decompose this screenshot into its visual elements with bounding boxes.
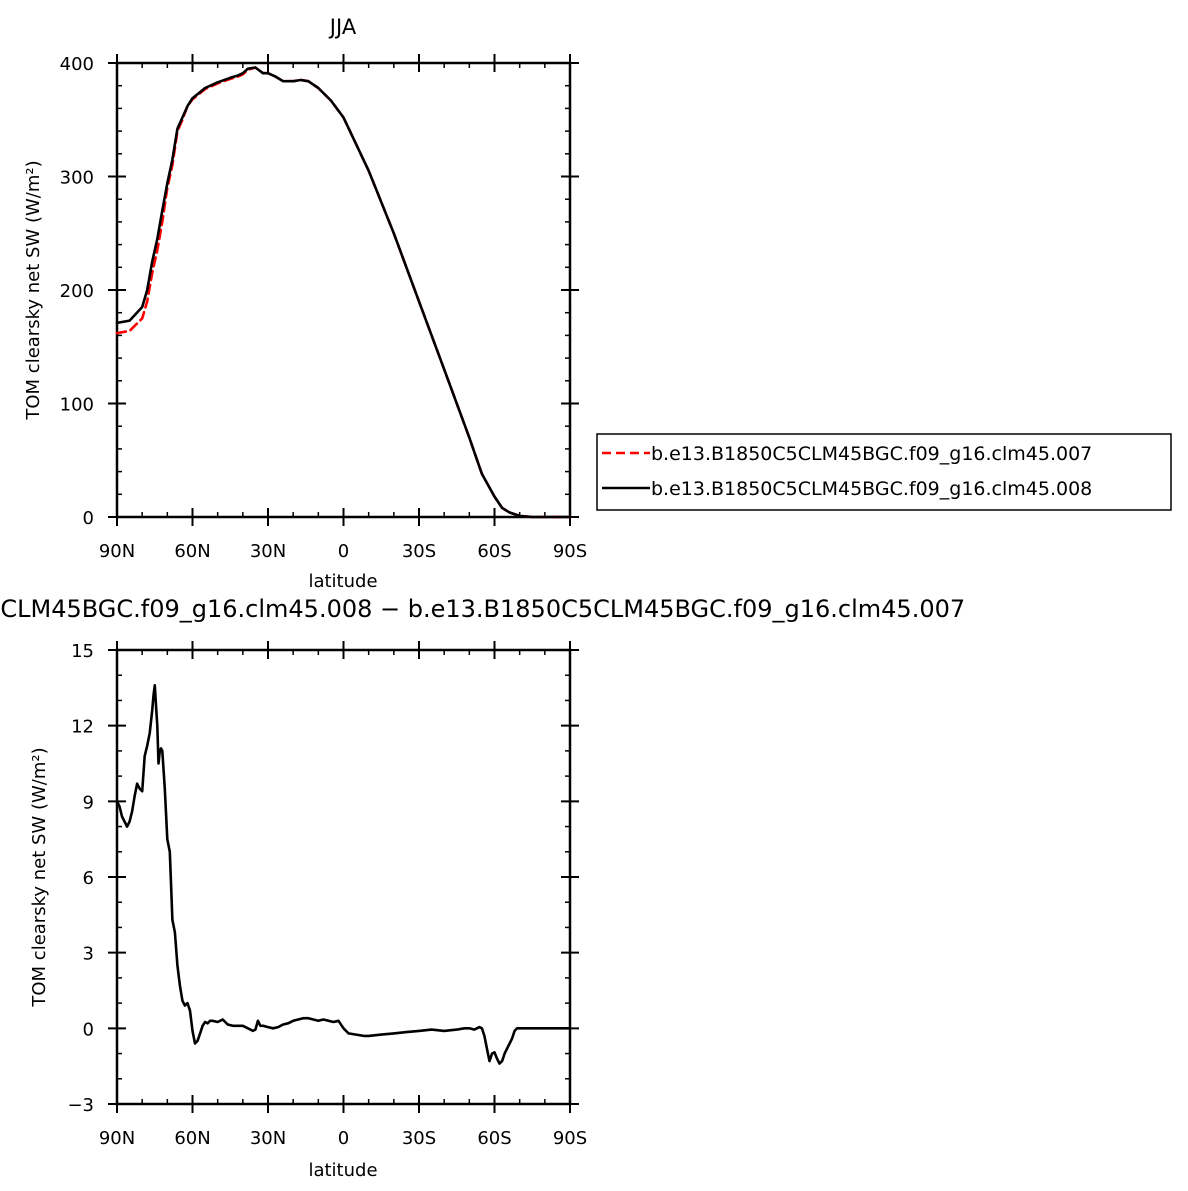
y-tick-label: 300 [60, 168, 94, 189]
top-chart-x-axis-label: latitude [308, 571, 377, 592]
top-chart-legend: b.e13.B1850C5CLM45BGC.f09_g16.clm45.007 … [596, 433, 1172, 511]
y-tick-label: 100 [60, 395, 94, 416]
y-tick-label: 9 [83, 792, 94, 813]
x-tick-label: 90S [553, 541, 587, 562]
series-line-2 [115, 66, 572, 519]
bottom-chart-series-lines [115, 683, 572, 1065]
bottom-chart-x-axis-label: latitude [308, 1160, 377, 1181]
legend-box [596, 433, 1172, 511]
y-tick-label: 6 [83, 868, 94, 889]
x-tick-label: 30S [402, 541, 436, 562]
bottom-chart-title: b.e13.B1850C5CLM45BGC.f09_g16.clm45.008 … [0, 595, 965, 623]
x-tick-label: 30N [250, 541, 286, 562]
y-tick-label: −3 [67, 1095, 94, 1116]
top-chart-y-axis-label: TOM clearsky net SW (W/m²) [23, 160, 44, 420]
bottom-chart-x-tick-labels: 90N 60N 30N 0 30S 60S 90S [99, 1128, 587, 1149]
top-chart-title: JJA [328, 15, 357, 39]
legend-label-007: b.e13.B1850C5CLM45BGC.f09_g16.clm45.007 [651, 443, 1092, 465]
series-line-1 [115, 66, 572, 519]
bottom-chart: b.e13.B1850C5CLM45BGC.f09_g16.clm45.008 … [0, 595, 965, 1181]
bottom-chart-ticks [108, 641, 579, 1113]
x-tick-label: 90S [553, 1128, 587, 1149]
x-tick-label: 0 [338, 1128, 349, 1149]
x-tick-label: 30N [250, 1128, 286, 1149]
y-tick-label: 15 [71, 641, 94, 662]
top-chart-y-tick-labels: 0 100 200 300 400 [60, 54, 94, 529]
y-tick-label: 200 [60, 281, 94, 302]
y-tick-label: 0 [83, 1019, 94, 1040]
top-chart-plot-frame [115, 61, 572, 519]
bottom-chart-plot-frame [115, 648, 572, 1106]
y-tick-label: 400 [60, 54, 94, 75]
x-tick-label: 90N [99, 1128, 135, 1149]
x-tick-label: 60N [174, 1128, 210, 1149]
y-tick-label: 0 [83, 508, 94, 529]
x-tick-label: 90N [99, 541, 135, 562]
series-line-1 [115, 683, 572, 1065]
x-tick-label: 0 [338, 541, 349, 562]
x-tick-label: 30S [402, 1128, 436, 1149]
x-tick-label: 60N [174, 541, 210, 562]
bottom-chart-y-tick-labels: −3 0 3 6 9 12 15 [67, 641, 94, 1116]
y-tick-label: 12 [71, 717, 94, 738]
x-tick-label: 60S [477, 1128, 511, 1149]
x-tick-label: 60S [477, 541, 511, 562]
top-chart-series-lines [115, 66, 572, 519]
top-chart-x-tick-labels: 90N 60N 30N 0 30S 60S 90S [99, 541, 587, 562]
legend-label-008: b.e13.B1850C5CLM45BGC.f09_g16.clm45.008 [651, 478, 1092, 500]
y-tick-label: 3 [83, 944, 94, 965]
top-chart: JJA 90N 60N 30N 0 30S 60S 90S 0 100 200 300 400 la… [23, 15, 1172, 592]
bottom-chart-y-axis-label: TOM clearsky net SW (W/m²) [29, 747, 50, 1007]
